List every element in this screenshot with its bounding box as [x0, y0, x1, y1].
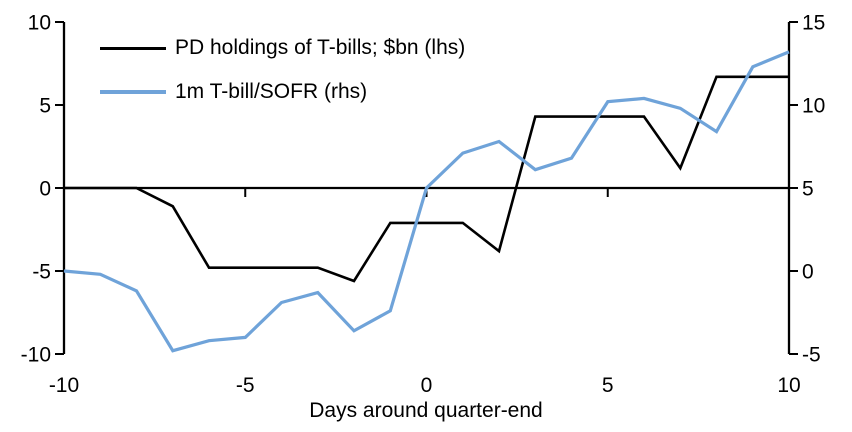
x-axis-tick-label-5: 5 — [602, 374, 614, 397]
x-axis-tick-label--10: -10 — [49, 374, 79, 397]
right-axis-tick-label-0: 0 — [802, 261, 814, 284]
legend-line-swatch-black — [100, 46, 166, 50]
x-axis-tick-label--5: -5 — [236, 374, 255, 397]
right-axis-tick-label-15: 15 — [802, 12, 825, 35]
x-axis-tick-label-10: 10 — [777, 374, 800, 397]
legend-label-tbill-sofr: 1m T-bill/SOFR (rhs) — [175, 80, 368, 103]
legend-label-pd-holdings: PD holdings of T-bills; $bn (lhs) — [175, 36, 466, 59]
legend-line-swatch-blue — [100, 90, 166, 94]
x-axis-tick-label-0: 0 — [421, 374, 433, 397]
left-axis-tick-label--10: -10 — [21, 344, 51, 367]
right-axis-tick-label--5: -5 — [802, 344, 821, 367]
left-axis-tick-label-0: 0 — [39, 178, 51, 201]
right-axis-tick-label-10: 10 — [802, 95, 825, 118]
x-axis-title: Days around quarter-end — [309, 399, 543, 422]
right-axis-tick-label-5: 5 — [802, 178, 814, 201]
legend-item-tbill-sofr: 1m T-bill/SOFR (rhs) — [100, 78, 465, 106]
series-line-pd-holdings — [64, 75, 789, 283]
series-line-tbill-sofr — [63, 50, 790, 353]
left-axis-tick-label-10: 10 — [28, 12, 51, 35]
left-axis-tick-label-5: 5 — [39, 95, 51, 118]
chart-legend: PD holdings of T-bills; $bn (lhs) 1m T-b… — [100, 34, 465, 122]
left-axis-tick-label--5: -5 — [32, 261, 51, 284]
legend-item-pd-holdings: PD holdings of T-bills; $bn (lhs) — [100, 34, 465, 62]
